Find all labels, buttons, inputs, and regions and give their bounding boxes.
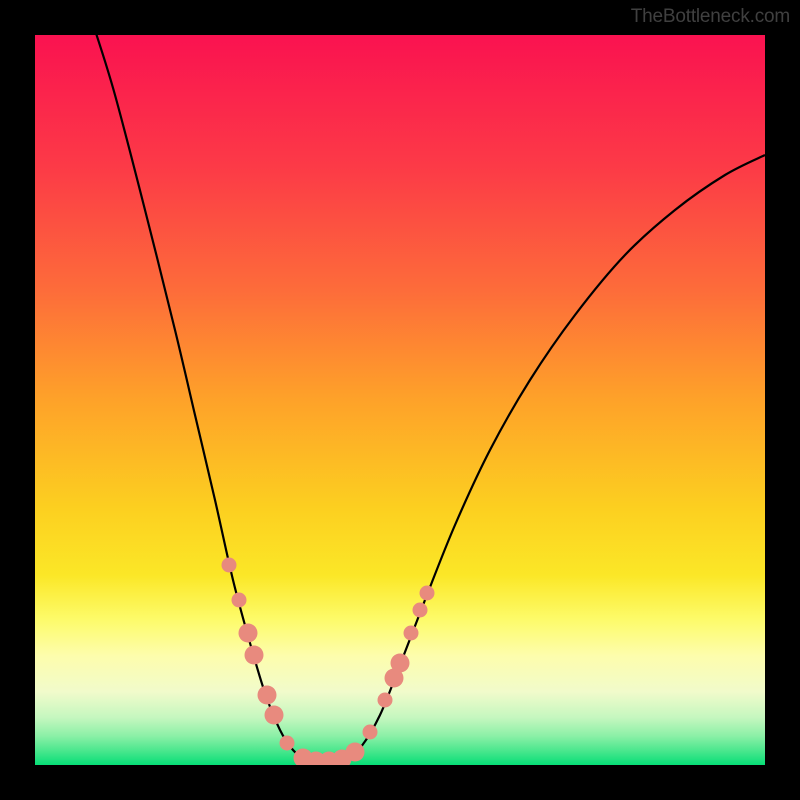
curve-marker (258, 686, 277, 705)
chart-plot-area (35, 35, 765, 765)
curve-marker (420, 586, 435, 601)
curve-marker (265, 706, 284, 725)
curve-marker (413, 603, 428, 618)
curve-marker (378, 693, 393, 708)
curve-marker (280, 736, 295, 751)
curve-marker (391, 654, 410, 673)
curve-marker (363, 725, 378, 740)
curve-marker (232, 593, 247, 608)
watermark-text: TheBottleneck.com (631, 6, 790, 28)
curve-marker (222, 558, 237, 573)
curve-overlay (35, 35, 765, 765)
bottleneck-curve (95, 35, 765, 761)
curve-marker (404, 626, 419, 641)
curve-marker (239, 624, 258, 643)
curve-marker (245, 646, 264, 665)
curve-markers (222, 558, 435, 766)
curve-marker (346, 743, 365, 762)
